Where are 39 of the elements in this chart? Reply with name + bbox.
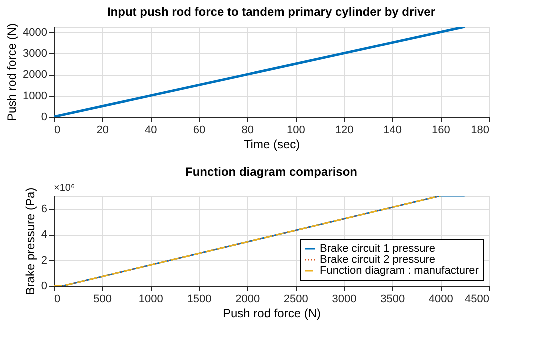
x-tick-label: 1500 — [187, 294, 212, 306]
x-tick-label: 4000 — [428, 294, 454, 306]
legend-label: Function diagram : manufacturer — [320, 265, 480, 277]
x-tick-label: 40 — [145, 124, 158, 136]
x-tick-label: 2500 — [284, 294, 308, 306]
y-tick-label: 1000 — [23, 90, 48, 102]
x-tick-label: 80 — [242, 124, 254, 136]
y-tick-label: 0 — [41, 280, 48, 292]
x-tick-label: 100 — [286, 124, 306, 136]
x-tick-label: 20 — [96, 124, 109, 136]
y-tick-label: 3000 — [23, 48, 48, 60]
x-tick-label: 160 — [432, 124, 450, 136]
x-tick-label: 4500 — [465, 294, 490, 306]
y-axis-title: Push rod force (N) — [5, 23, 20, 122]
x-tick-label: 3500 — [380, 294, 406, 306]
x-axis-title: Time (sec) — [244, 138, 300, 152]
x-axis-title: Push rod force (N) — [222, 306, 322, 320]
x-tick-label: 60 — [193, 124, 206, 136]
y-tick-label: 4 — [41, 229, 48, 242]
x-tick-label: 0 — [54, 294, 61, 306]
y-tick-label: 6 — [41, 203, 48, 216]
x-tick-label: 180 — [471, 124, 490, 136]
x-tick-label: 3000 — [332, 294, 357, 306]
y-tick-label: 2000 — [23, 69, 48, 82]
y-tick-label: 0 — [41, 112, 48, 124]
x-tick-label: 1000 — [138, 294, 164, 306]
text: ×10⁶ — [54, 183, 76, 194]
x-tick-label: 500 — [94, 294, 112, 306]
legend-label: Brake circuit 1 pressure — [320, 243, 436, 255]
y-tick-label: 4000 — [23, 26, 48, 39]
y-axis-title: Brake pressure (Pa) — [23, 188, 38, 296]
x-tick-label: 120 — [335, 124, 354, 136]
x-tick-label: 140 — [384, 124, 402, 136]
x-tick-label: 0 — [54, 124, 61, 136]
y-tick-label: 2 — [41, 254, 48, 267]
legend-label: Brake circuit 2 pressure — [320, 254, 436, 266]
chart-title: Function diagram comparison — [185, 165, 358, 179]
x-tick-label: 2000 — [236, 294, 260, 306]
chart-title: Input push rod force to tandem primary cylinder by driver — [107, 4, 436, 19]
